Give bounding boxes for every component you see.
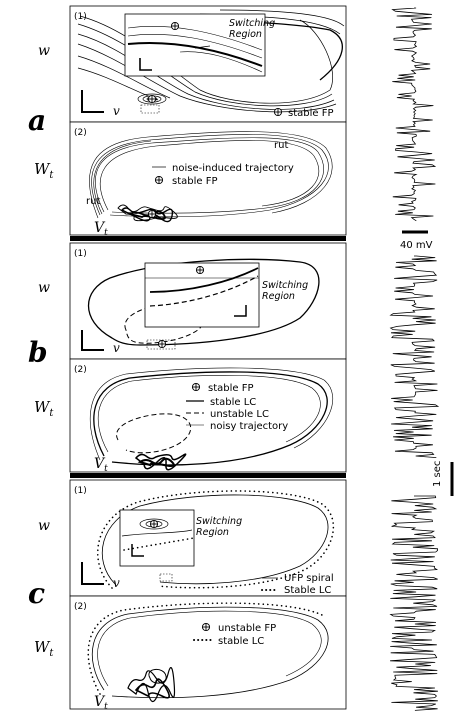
legend-label: stable FP	[208, 383, 254, 394]
panel-a2: (2) Wt rut rut Vt noise-induced trajecto…	[34, 121, 347, 238]
legend-label: Stable LC	[284, 585, 331, 596]
y-axis-subscript: t	[49, 648, 54, 659]
y-axis-label: w	[38, 43, 50, 59]
legend-label: stable FP	[288, 108, 334, 119]
y-axis-label: W	[34, 398, 51, 416]
voltage-trace-c	[389, 495, 439, 711]
voltage-trace-a	[391, 7, 437, 222]
legend: UFP spiral Stable LC	[261, 573, 334, 596]
legend-label: unstable LC	[210, 409, 269, 420]
svg-text:Vt: Vt	[94, 694, 108, 712]
y-axis-subscript: t	[49, 408, 54, 419]
voltage-traces	[389, 7, 440, 711]
x-axis-label: V	[94, 220, 106, 236]
svg-text:Wt: Wt	[34, 398, 54, 419]
switching-region-label: Region	[196, 527, 229, 538]
rut-annotation: rut	[86, 196, 100, 207]
legend: unstable FP stable LC	[193, 622, 276, 647]
subpanel-number: (1)	[74, 12, 87, 22]
time-scalebar-label: 1 sec	[432, 461, 443, 487]
legend-label: noisy trajectory	[210, 421, 288, 432]
panel-a: a (1) w v	[28, 5, 347, 238]
svg-text:Vt: Vt	[94, 220, 108, 238]
ufp-spiral-and-lc	[97, 490, 335, 589]
legend: stable FP	[273, 107, 334, 119]
legend-label: noise-induced trajectory	[172, 163, 294, 174]
panel-separator	[70, 473, 346, 478]
subpanel-number: (2)	[74, 128, 87, 138]
y-axis-label: W	[34, 638, 51, 656]
y-axis-subscript: t	[49, 170, 54, 181]
switching-region-label: Region	[262, 291, 295, 302]
legend-label: stable LC	[218, 636, 264, 647]
legend: stable FP stable LC unstable LC noisy tr…	[186, 382, 288, 432]
y-axis-label: w	[38, 518, 50, 534]
switching-region-label: Switching	[196, 516, 242, 527]
switching-region-label: Switching	[229, 18, 275, 29]
switching-region-inset: Switching Region	[144, 262, 308, 328]
panel-b1: (1) w v Switching Region	[38, 242, 347, 360]
x-axis-subscript: t	[104, 228, 108, 238]
time-scalebar: 1 sec	[432, 461, 454, 496]
panel-c1: (1) w v Switching Region	[38, 479, 347, 597]
switching-region-label: Switching	[262, 280, 308, 291]
voltage-scalebar: 40 mV	[400, 230, 433, 251]
voltage-scalebar-label: 40 mV	[400, 240, 433, 251]
x-axis-label: v	[113, 104, 120, 118]
panel-letter-c: c	[28, 577, 45, 610]
panel-b: b (1) w v Switching Region	[28, 242, 347, 474]
y-axis-label: W	[34, 160, 51, 178]
switching-region-inset: Switching Region	[124, 13, 275, 77]
switching-region-inset: Switching Region	[119, 509, 242, 567]
stable-fp-marker	[147, 94, 157, 104]
legend-label: stable LC	[210, 397, 256, 408]
panel-c2: (2) Wt Vt unstable FP stable LC	[34, 595, 347, 712]
x-axis-label: v	[113, 576, 120, 590]
x-axis-subscript: t	[104, 464, 108, 474]
trajectories	[89, 367, 333, 471]
noisy-trajectory	[89, 131, 333, 219]
panel-separator	[70, 236, 346, 241]
subpanel-number: (1)	[74, 249, 87, 259]
svg-text:Wt: Wt	[34, 638, 54, 659]
legend-label: UFP spiral	[284, 573, 334, 584]
legend-label: stable FP	[172, 176, 218, 187]
voltage-trace-b	[389, 255, 440, 458]
panel-b2: (2) Wt Vt stable FP stable LC unstable L…	[34, 358, 347, 474]
subpanel-number: (2)	[74, 365, 87, 375]
legend-label: unstable FP	[218, 623, 276, 634]
panel-c: c (1) w v Switching Region	[28, 479, 347, 712]
x-axis-label: V	[94, 456, 106, 472]
panel-a1: (1) w v	[38, 5, 347, 123]
subpanel-number: (2)	[74, 602, 87, 612]
svg-text:Vt: Vt	[94, 456, 108, 474]
legend: noise-induced trajectory stable FP	[152, 163, 294, 187]
x-axis-label: v	[113, 341, 120, 355]
panel-letter-a: a	[28, 104, 46, 137]
rut-annotation: rut	[274, 140, 288, 151]
y-axis-label: w	[38, 280, 50, 296]
switching-region-label: Region	[229, 29, 262, 40]
svg-text:Wt: Wt	[34, 160, 54, 181]
subpanel-number: (1)	[74, 486, 87, 496]
x-axis-label: V	[94, 694, 106, 710]
panel-letter-b: b	[28, 336, 48, 369]
x-axis-subscript: t	[104, 702, 108, 712]
limit-cycles	[87, 258, 320, 346]
